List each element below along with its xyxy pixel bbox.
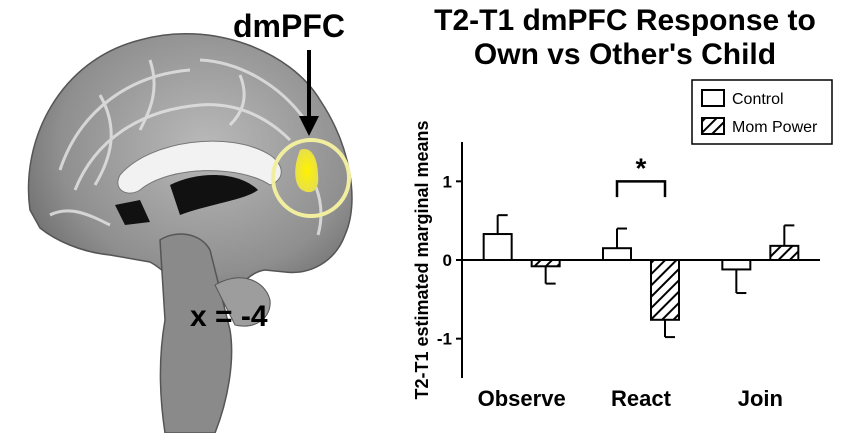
bar bbox=[721, 259, 752, 271]
brainstem bbox=[159, 233, 233, 434]
significance-marker: * bbox=[636, 152, 647, 183]
dmpfc-highlight-circle bbox=[271, 138, 351, 218]
brain-sagittal-slice bbox=[27, 33, 353, 434]
region-label: dmPFC bbox=[233, 8, 345, 44]
corpus-callosum bbox=[117, 140, 282, 194]
arrow-head-icon bbox=[299, 116, 319, 136]
ventricle bbox=[170, 174, 258, 215]
legend-label: Mom Power bbox=[732, 119, 818, 136]
legend-swatch bbox=[701, 117, 725, 135]
x-category-label: Join bbox=[738, 386, 783, 411]
legend-label: Control bbox=[732, 91, 784, 108]
bar-chart: T2-T1 estimated marginal means 1 0 -1 Obser… bbox=[412, 79, 833, 411]
y-tick-label: 0 bbox=[443, 251, 452, 270]
x-category-label: React bbox=[611, 386, 672, 411]
chart-plot-area: 1 0 -1 Observe React Join * Control Mom Power bbox=[437, 79, 833, 411]
chart-title: T2-T1 dmPFC Response to Own vs Other's C… bbox=[400, 4, 850, 72]
bar bbox=[769, 244, 800, 261]
bar bbox=[482, 233, 513, 261]
bar bbox=[602, 247, 632, 261]
gyri-pattern bbox=[49, 58, 323, 236]
x-category-label: Observe bbox=[478, 386, 566, 411]
y-axis-label: T2-T1 estimated marginal means bbox=[412, 120, 432, 399]
y-tick-label: 1 bbox=[443, 172, 452, 191]
bar bbox=[530, 259, 561, 268]
legend-swatch bbox=[701, 89, 725, 107]
dmpfc-activation-blob bbox=[295, 149, 319, 193]
brain-image-panel: dmPFC x = -4 bbox=[0, 0, 380, 434]
cerebellum bbox=[214, 277, 271, 327]
y-tick-label: -1 bbox=[437, 330, 452, 349]
bar bbox=[650, 259, 680, 321]
significance-bracket bbox=[615, 180, 667, 198]
chart-title-line-1: T2-T1 dmPFC Response to bbox=[434, 4, 816, 37]
slice-coordinate-label: x = -4 bbox=[190, 300, 268, 333]
chart-title-line-2: Own vs Other's Child bbox=[473, 38, 777, 71]
